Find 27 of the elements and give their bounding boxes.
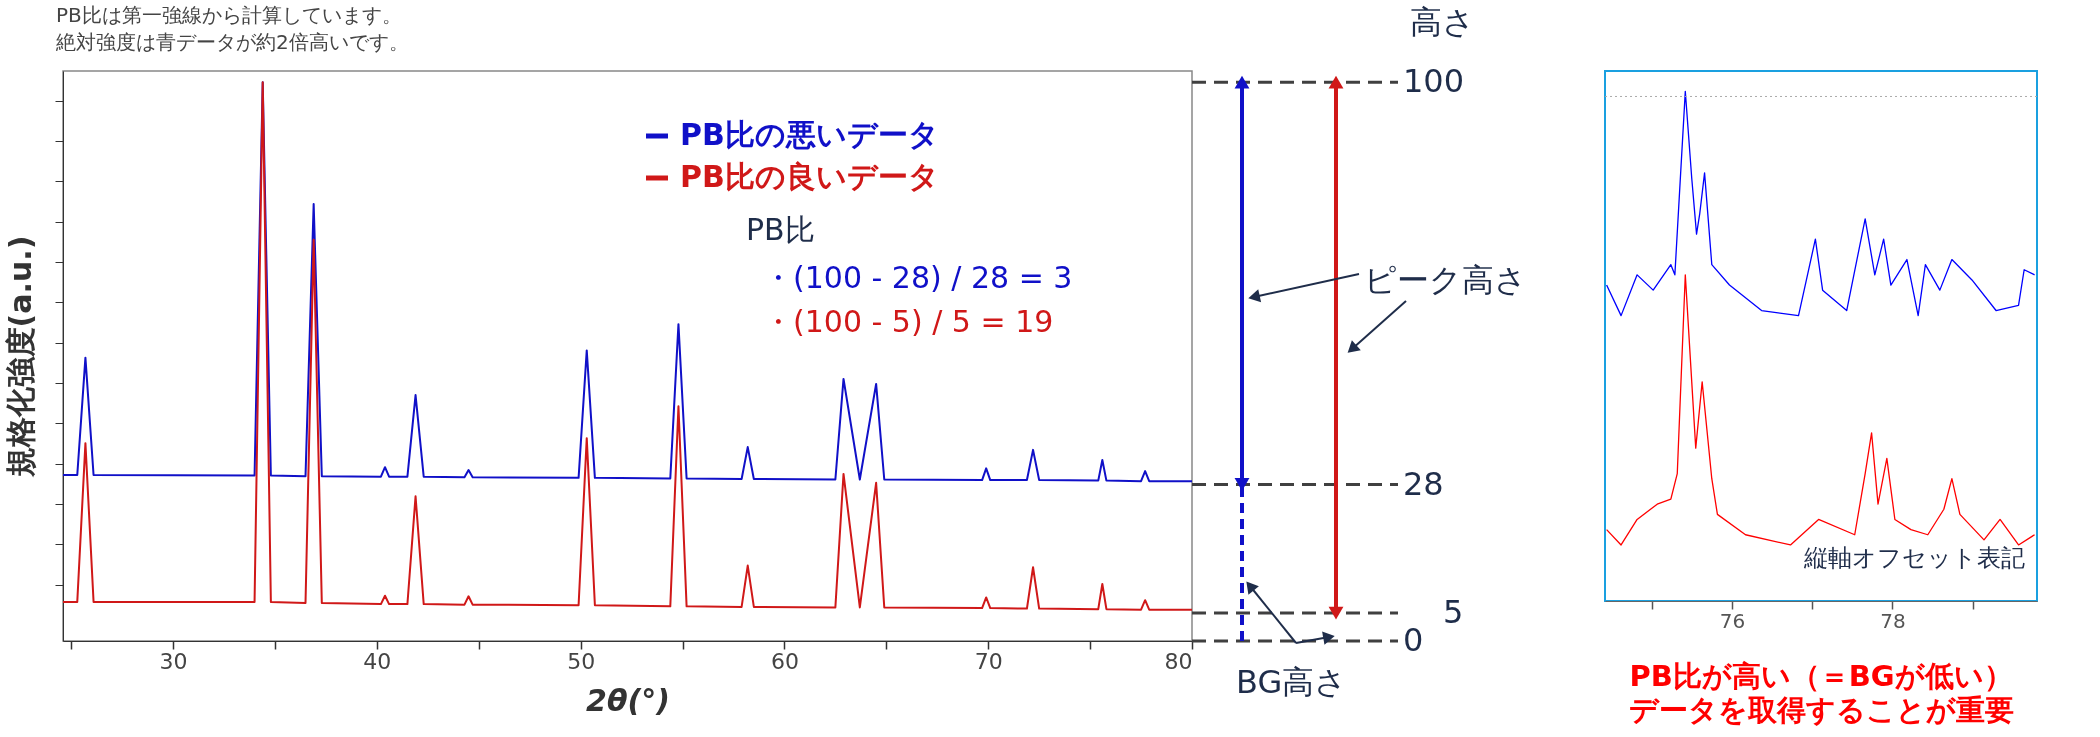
x-tick-label: 30 (159, 648, 188, 674)
legend-label: PB比の良いデータ (680, 159, 939, 194)
ref-line-label: 28 (1403, 464, 1444, 503)
text: PB比が高い（＝BGが低い） (1629, 659, 2013, 693)
text: 絶対強度は青データが約2倍高いです。 (55, 30, 409, 54)
text: 高さ (1410, 3, 1475, 41)
text: データを取得することが重要 (1628, 693, 2014, 727)
x-tick-label: 70 (974, 648, 1003, 674)
text: PB比は第一強線から計算しています。 (56, 3, 402, 27)
x-tick-label: 76 (1719, 608, 1746, 633)
ref-line-label: 5 (1443, 593, 1464, 632)
annotation: 縦軸オフセット表記 (1803, 544, 2025, 572)
x-tick-label: 78 (1880, 608, 1906, 633)
annotation: ・(100 - 5) / 5 = 19 (763, 304, 1054, 339)
ref-line-label: 100 (1403, 62, 1465, 101)
annotation: PB比 (746, 212, 815, 247)
x-axis-title: 2θ(°) (586, 682, 670, 718)
text: ピーク高さ (1364, 261, 1527, 299)
y-axis-title: 規格化強度(a.u.) (3, 235, 38, 479)
x-tick-label: 80 (1164, 648, 1193, 674)
legend-label: PB比の悪いデータ (680, 117, 939, 152)
text: BG高さ (1236, 663, 1348, 701)
x-tick-label: 60 (770, 648, 799, 674)
ref-line-label: 0 (1403, 621, 1424, 659)
x-tick-label: 40 (363, 648, 392, 674)
annotation: ・(100 - 28) / 28 = 3 (763, 260, 1073, 295)
x-tick-label: 50 (567, 648, 596, 674)
